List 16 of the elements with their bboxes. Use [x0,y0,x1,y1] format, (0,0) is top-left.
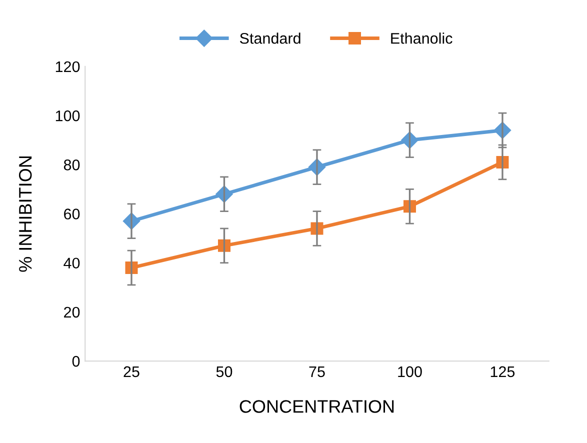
x-axis-title: CONCENTRATION [240,400,394,413]
y-tick-label: 120 [56,61,80,72]
y-tick-label: 100 [56,110,80,122]
x-tick-label: 25 [124,366,140,378]
y-tick-label: 0 [72,356,80,367]
y-tick-label: 80 [64,160,80,170]
x-tick-label: 100 [398,366,422,378]
y-axis-title: % INHIBITION [18,156,32,272]
y-tick-label: 40 [64,258,80,269]
x-tick-label: 50 [216,366,232,378]
y-tick-label: 20 [64,306,80,318]
legend-label: Standard [240,32,300,44]
x-tick-label: 75 [309,366,325,378]
x-tick-label: 125 [490,366,515,378]
legend-label: Ethanolic [391,32,452,44]
y-tick-label: 60 [64,208,80,220]
